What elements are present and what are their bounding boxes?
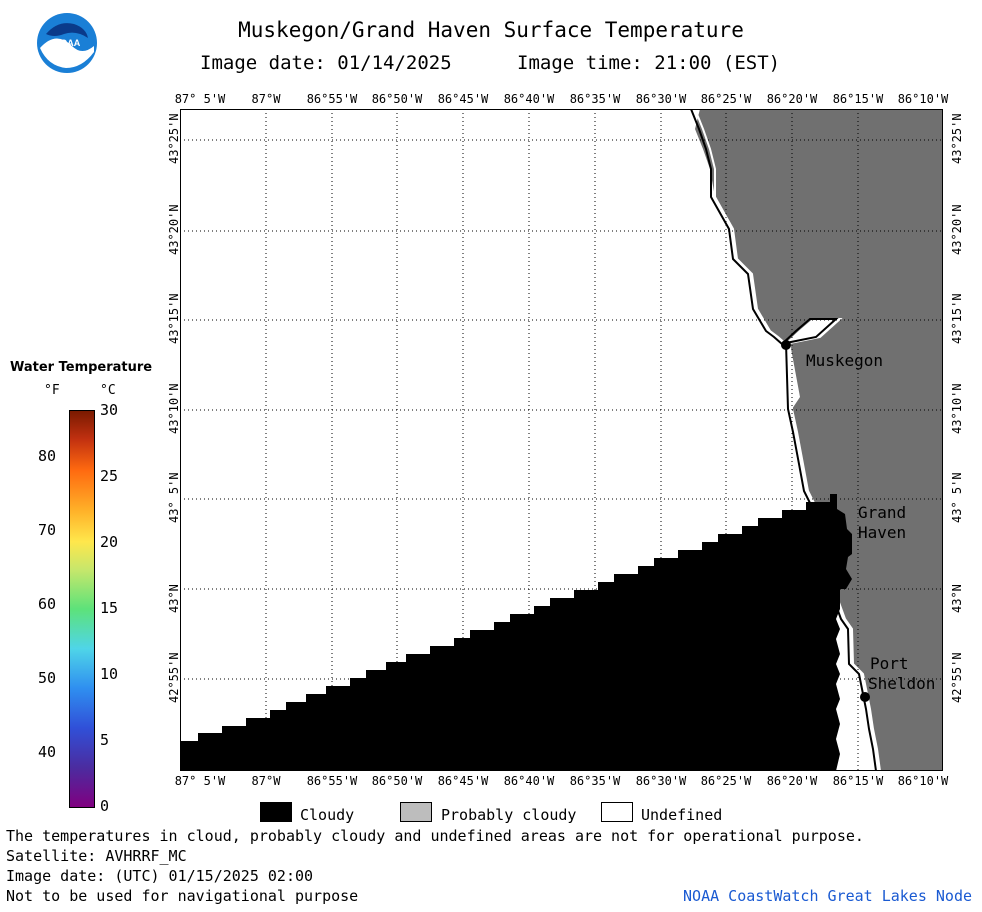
lon-label-bottom-5: 86°40'W [503, 774, 555, 788]
map-title: Muskegon/Grand Haven Surface Temperature [238, 18, 744, 42]
lon-label-top-0: 87° 5'W [174, 92, 226, 106]
satellite-info: Satellite: AVHRRF_MC [6, 847, 187, 865]
noaa-logo: NOAA [37, 13, 97, 73]
probably-cloudy-swatch [400, 802, 432, 822]
temperature-colorbar [69, 410, 95, 808]
lat-label-left-2: 43°15'N [167, 293, 181, 344]
svg-text:NOAA: NOAA [54, 38, 81, 48]
lat-label-right-1: 43°20'N [950, 204, 964, 255]
lon-label-top-4: 86°45'W [437, 92, 489, 106]
lon-label-bottom-10: 86°15'W [832, 774, 884, 788]
unit-celsius: °C [100, 383, 116, 398]
unit-fahrenheit: °F [44, 383, 60, 398]
lon-label-top-10: 86°15'W [832, 92, 884, 106]
fahrenheit-tick-80: 80 [38, 447, 57, 465]
celsius-tick-20: 20 [100, 533, 119, 551]
lon-label-bottom-6: 86°35'W [569, 774, 621, 788]
fahrenheit-tick-50: 50 [38, 669, 57, 687]
lat-label-right-2: 43°15'N [950, 293, 964, 344]
lon-label-top-11: 86°10'W [897, 92, 949, 106]
credit-link[interactable]: NOAA CoastWatch Great Lakes Node [683, 887, 972, 905]
lon-label-bottom-11: 86°10'W [897, 774, 949, 788]
probably-cloudy-label: Probably cloudy [441, 806, 577, 824]
celsius-tick-0: 0 [100, 797, 110, 815]
lat-label-right-6: 42°55'N [950, 652, 964, 703]
place-label-port: Port [870, 654, 909, 673]
lon-label-bottom-1: 87°W [251, 774, 281, 788]
lat-label-left-3: 43°10'N [167, 383, 181, 434]
celsius-tick-10: 10 [100, 665, 119, 683]
lat-label-left-0: 43°25'N [167, 113, 181, 164]
lon-label-bottom-4: 86°45'W [437, 774, 489, 788]
lon-label-bottom-0: 87° 5'W [174, 774, 226, 788]
lon-label-top-8: 86°25'W [700, 92, 752, 106]
port-sheldon-marker [860, 692, 870, 702]
celsius-tick-5: 5 [100, 731, 110, 749]
lat-label-right-0: 43°25'N [950, 113, 964, 164]
utc-date: Image date: (UTC) 01/15/2025 02:00 [6, 867, 314, 885]
cloud-mask [180, 494, 852, 771]
place-label-muskegon: Muskegon [806, 351, 884, 370]
lat-label-left-6: 42°55'N [167, 652, 181, 703]
fahrenheit-tick-70: 70 [38, 521, 57, 539]
lon-label-top-1: 87°W [251, 92, 281, 106]
lon-label-top-3: 86°50'W [371, 92, 423, 106]
lon-label-bottom-2: 86°55'W [306, 774, 358, 788]
image-time: Image time: 21:00 (EST) [517, 52, 781, 74]
lat-label-right-3: 43°10'N [950, 383, 964, 434]
image-date: Image date: 01/14/2025 [200, 52, 452, 74]
lat-label-left-1: 43°20'N [167, 204, 181, 255]
lat-label-right-5: 43°N [950, 584, 964, 613]
lon-label-top-6: 86°35'W [569, 92, 621, 106]
undefined-label: Undefined [641, 806, 723, 824]
land-area [695, 109, 943, 771]
celsius-tick-15: 15 [100, 599, 119, 617]
celsius-tick-25: 25 [100, 467, 119, 485]
cloudy-label: Cloudy [300, 806, 355, 824]
fahrenheit-tick-60: 60 [38, 595, 57, 613]
lon-label-top-7: 86°30'W [635, 92, 687, 106]
nav-warning: Not to be used for navigational purpose [6, 887, 359, 905]
lon-label-bottom-8: 86°25'W [700, 774, 752, 788]
place-label-grand: Grand [858, 503, 907, 522]
lat-label-left-4: 43° 5'N [167, 472, 181, 523]
muskegon-marker [781, 340, 791, 350]
lon-label-bottom-9: 86°20'W [766, 774, 818, 788]
lat-label-left-5: 43°N [167, 584, 181, 613]
lon-label-top-5: 86°40'W [503, 92, 555, 106]
place-label-sheldon: Sheldon [868, 674, 936, 693]
map-frame [180, 109, 943, 771]
undefined-swatch [601, 802, 633, 822]
disclaimer-note: The temperatures in cloud, probably clou… [6, 827, 864, 845]
lon-label-bottom-7: 86°30'W [635, 774, 687, 788]
lon-label-top-2: 86°55'W [306, 92, 358, 106]
lon-label-bottom-3: 86°50'W [371, 774, 423, 788]
lat-label-right-4: 43° 5'N [950, 472, 964, 523]
lon-label-top-9: 86°20'W [766, 92, 818, 106]
cloudy-swatch [260, 802, 292, 822]
legend-title: Water Temperature [10, 360, 153, 375]
fahrenheit-tick-40: 40 [38, 743, 57, 761]
celsius-tick-30: 30 [100, 401, 119, 419]
place-label-haven: Haven [858, 523, 907, 542]
